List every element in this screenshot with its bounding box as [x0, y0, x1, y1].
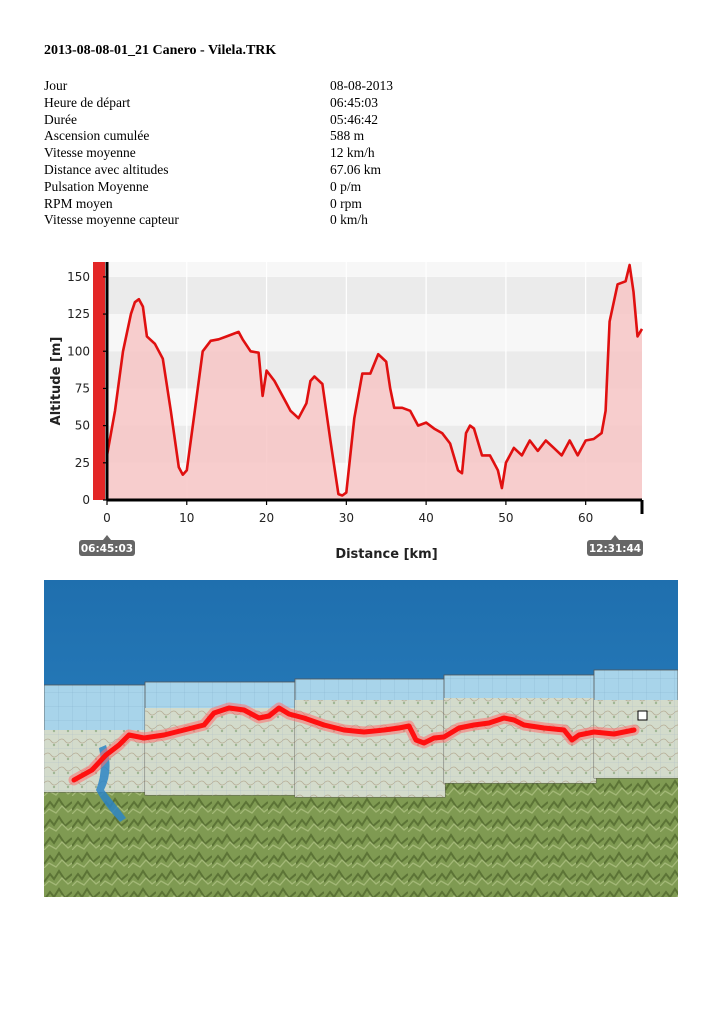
y-tick-label: 75	[75, 381, 90, 395]
summary-table: Jour 08-08-2013 Heure de départ 06:45:03 D…	[44, 78, 393, 229]
summary-label: Heure de départ	[44, 94, 131, 110]
summary-value: 588 m	[330, 128, 365, 144]
route-map[interactable]	[44, 580, 678, 897]
route-map-svg	[44, 580, 678, 897]
y-tick-label: 25	[75, 456, 90, 470]
grid-band	[107, 314, 642, 352]
summary-label: Jour	[44, 78, 68, 93]
start-time-badge: 06:45:03	[79, 535, 135, 556]
x-tick-label: 10	[179, 511, 194, 525]
grid-band	[107, 276, 642, 315]
y-tick-label: 100	[67, 344, 90, 358]
summary-label: Vitesse moyenne	[44, 145, 136, 161]
summary-label: RPM moyen	[44, 195, 113, 211]
x-tick-label: 60	[578, 511, 593, 525]
summary-row-rpm: RPM moyen 0 rpm	[44, 196, 393, 213]
x-tick-label: 40	[418, 511, 433, 525]
summary-value: 08-08-2013	[330, 78, 393, 93]
summary-value: 0 p/m	[330, 178, 362, 194]
x-tick-label: 0	[103, 511, 111, 525]
summary-value: 06:45:03	[330, 94, 379, 110]
summary-value: 0 km/h	[330, 212, 368, 228]
y-axis-accent	[93, 262, 105, 500]
end-time-badge: 12:31:44	[587, 535, 643, 556]
summary-row-day: Jour 08-08-2013	[44, 78, 393, 95]
x-axis-title: Distance [km]	[335, 547, 437, 562]
y-tick-label: 0	[82, 493, 90, 507]
summary-value: 67.06 km	[330, 161, 382, 177]
y-axis-title: Altitude [m]	[49, 337, 64, 426]
y-tick-label: 150	[67, 270, 90, 284]
summary-row-start-time: Heure de départ 06:45:03	[44, 95, 393, 112]
grid-band	[107, 262, 642, 277]
summary-row-duration: Durée 05:46:42	[44, 112, 393, 129]
altitude-chart-svg: 0 25 50 75 100 125 150 0 10 20 30 40 50 60 Distance […	[49, 262, 644, 562]
summary-label: Vitesse moyenne capteur	[44, 212, 179, 228]
summary-row-pulse: Pulsation Moyenne 0 p/m	[44, 179, 393, 196]
x-tick-label: 20	[259, 511, 274, 525]
altitude-area	[107, 265, 642, 500]
altitude-series-line	[105, 263, 644, 497]
route-end-marker[interactable]	[637, 710, 648, 721]
altitude-chart: 0 25 50 75 100 125 150 0 10 20 30 40 50 60 Distance […	[44, 252, 656, 564]
summary-row-avg-speed: Vitesse moyenne 12 km/h	[44, 145, 393, 162]
start-time-badge-label: 06:45:03	[81, 543, 133, 555]
summary-label: Durée	[44, 111, 77, 127]
summary-value: 05:46:42	[330, 111, 379, 127]
summary-label: Pulsation Moyenne	[44, 178, 149, 194]
y-tick-label: 50	[75, 419, 90, 433]
y-tick-label: 125	[67, 307, 90, 321]
summary-label: Distance avec altitudes	[44, 161, 169, 177]
summary-value: 12 km/h	[330, 145, 375, 161]
route-line	[71, 705, 637, 783]
x-tick-label: 50	[498, 511, 513, 525]
summary-row-ascent: Ascension cumulée 588 m	[44, 128, 393, 145]
land-area	[44, 770, 678, 897]
summary-row-sensor-speed: Vitesse moyenne capteur 0 km/h	[44, 212, 393, 229]
summary-label: Ascension cumulée	[44, 128, 150, 144]
summary-value: 0 rpm	[330, 195, 362, 211]
document-title: 2013-08-08-01_21 Canero - Vilela.TRK	[44, 43, 277, 58]
end-time-badge-label: 12:31:44	[589, 543, 641, 555]
x-tick-label: 30	[339, 511, 354, 525]
summary-row-distance: Distance avec altitudes 67.06 km	[44, 162, 393, 179]
